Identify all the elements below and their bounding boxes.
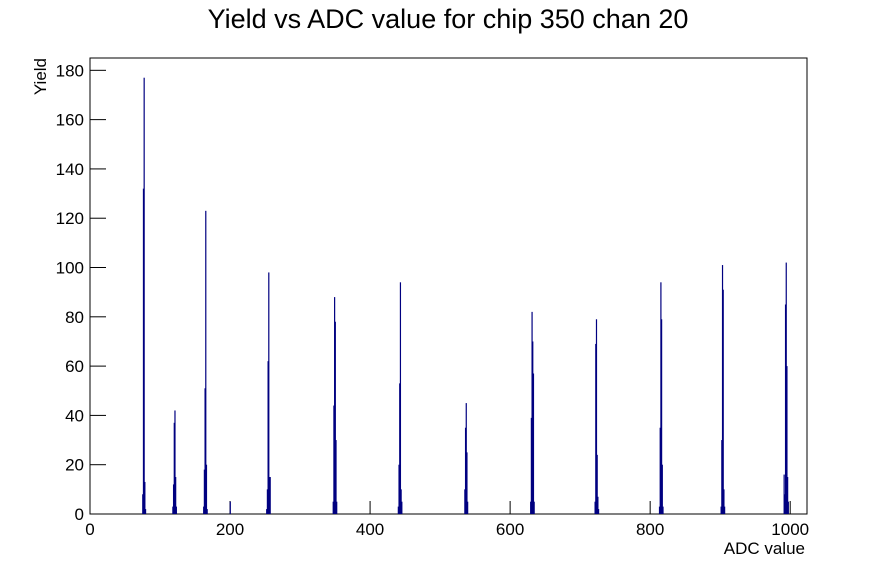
bar (203, 469, 205, 514)
x-tick-label: 200 (216, 520, 244, 539)
y-tick-label: 160 (56, 111, 84, 130)
bar (399, 282, 402, 514)
bar (720, 506, 722, 514)
x-axis-label: ADC value (724, 539, 805, 558)
bar (175, 477, 177, 514)
bar (229, 501, 231, 514)
bar (784, 304, 787, 514)
bar (174, 410, 176, 514)
bar (333, 405, 335, 514)
x-tick-label: 600 (496, 520, 524, 539)
bar (398, 464, 400, 514)
bar (266, 509, 268, 514)
bar (787, 501, 789, 514)
bar (532, 341, 534, 514)
bar (142, 188, 145, 515)
bar (334, 297, 336, 514)
bar (401, 501, 403, 514)
bar (783, 474, 785, 514)
x-tick-label: 400 (356, 520, 384, 539)
bar (268, 477, 271, 514)
bar (466, 452, 468, 514)
bar (721, 440, 723, 514)
y-tick-label: 80 (65, 308, 84, 327)
bar (722, 289, 724, 514)
bar (206, 509, 208, 514)
bar (173, 422, 175, 514)
bar (144, 481, 146, 514)
bar (335, 440, 337, 514)
bar (205, 464, 208, 514)
bar (597, 496, 599, 514)
bar (661, 319, 663, 514)
bar (595, 343, 597, 514)
bar (175, 506, 177, 514)
y-tick-label: 100 (56, 259, 84, 278)
bar (659, 427, 661, 514)
bar (530, 501, 532, 514)
bar (143, 77, 145, 514)
bar (531, 311, 533, 514)
bar (596, 454, 598, 514)
y-tick-label: 60 (65, 357, 84, 376)
bar (464, 427, 467, 514)
bar (400, 489, 402, 514)
bar (397, 506, 399, 514)
y-tick-label: 20 (65, 456, 84, 475)
plot-frame (89, 57, 808, 515)
bar (724, 506, 726, 514)
bar (205, 210, 207, 514)
bar (172, 506, 174, 514)
bar (399, 383, 401, 514)
bar (533, 501, 535, 514)
bar (786, 366, 788, 514)
bar (594, 501, 596, 514)
bar (784, 494, 786, 514)
x-tick-label: 0 (85, 520, 94, 539)
bar (661, 464, 663, 514)
y-axis-label: Yield (31, 58, 50, 95)
bar (660, 282, 662, 514)
bar (723, 489, 725, 514)
bar (532, 373, 535, 514)
bar (467, 501, 469, 514)
bar (662, 506, 664, 514)
bar (203, 506, 205, 514)
bar (144, 509, 147, 514)
bar (787, 477, 789, 514)
bar (658, 506, 661, 514)
y-tick-label: 120 (56, 209, 84, 228)
x-tick-label: 1000 (771, 520, 809, 539)
y-tick-label: 0 (75, 505, 84, 524)
bar (269, 477, 271, 514)
bar (334, 321, 336, 514)
bar (142, 494, 144, 514)
bar (266, 489, 268, 514)
x-tick-label: 800 (636, 520, 664, 539)
bar (267, 361, 269, 514)
bar (464, 489, 466, 514)
bar (268, 272, 270, 514)
bar (336, 501, 338, 514)
bar (721, 265, 724, 514)
bar (785, 262, 787, 514)
bar (204, 388, 206, 514)
y-tick-label: 140 (56, 160, 84, 179)
y-tick-label: 180 (56, 61, 84, 80)
bar (465, 403, 467, 514)
bar (597, 509, 600, 514)
chart-title: Yield vs ADC value for chip 350 chan 20 (208, 4, 689, 34)
bar (595, 319, 598, 514)
bar (530, 417, 532, 514)
y-tick-label: 40 (65, 406, 84, 425)
bar (332, 501, 334, 514)
bar (172, 484, 175, 514)
